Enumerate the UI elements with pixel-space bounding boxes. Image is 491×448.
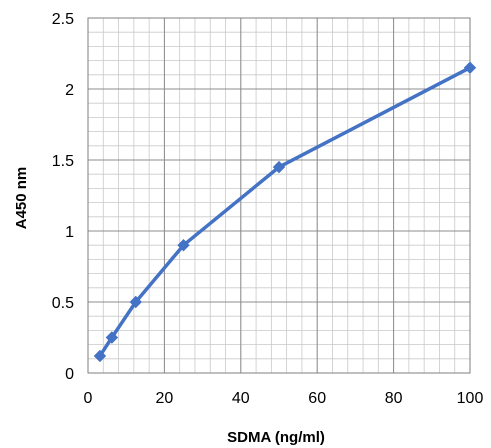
y-tick-label: 1.5 xyxy=(52,153,74,170)
minor-grid xyxy=(88,18,470,373)
data-point-marker xyxy=(105,331,119,344)
y-axis-title: A450 nm xyxy=(13,167,30,230)
data-point-marker xyxy=(463,61,477,74)
x-tick-label: 60 xyxy=(308,390,326,407)
data-point-marker xyxy=(177,238,190,252)
series-layer xyxy=(93,61,477,363)
x-tick-label: 20 xyxy=(156,390,174,407)
y-tick-label: 2.5 xyxy=(52,11,74,28)
x-tick-label: 0 xyxy=(84,390,93,407)
data-point-marker xyxy=(129,295,142,309)
y-tick-label: 1 xyxy=(65,224,74,241)
data-point-marker xyxy=(93,349,107,363)
x-tick-label: 80 xyxy=(385,390,403,407)
x-tick-label: 40 xyxy=(232,390,250,407)
series-line xyxy=(98,65,472,358)
major-grid xyxy=(88,18,470,373)
plot-area-frame xyxy=(87,17,471,374)
data-point-marker xyxy=(272,160,286,174)
x-tick-label: 100 xyxy=(457,390,484,407)
y-tick-label: 2 xyxy=(65,82,74,99)
y-tick-label: 0 xyxy=(65,366,74,383)
x-axis-tick-labels: 0 20 40 60 80 100 xyxy=(84,390,484,407)
y-tick-label: 0.5 xyxy=(52,295,74,312)
x-axis-title: SDMA (ng/ml) xyxy=(227,429,325,446)
y-axis-tick-labels: 0 0.5 1 1.5 2 2.5 xyxy=(52,11,74,383)
